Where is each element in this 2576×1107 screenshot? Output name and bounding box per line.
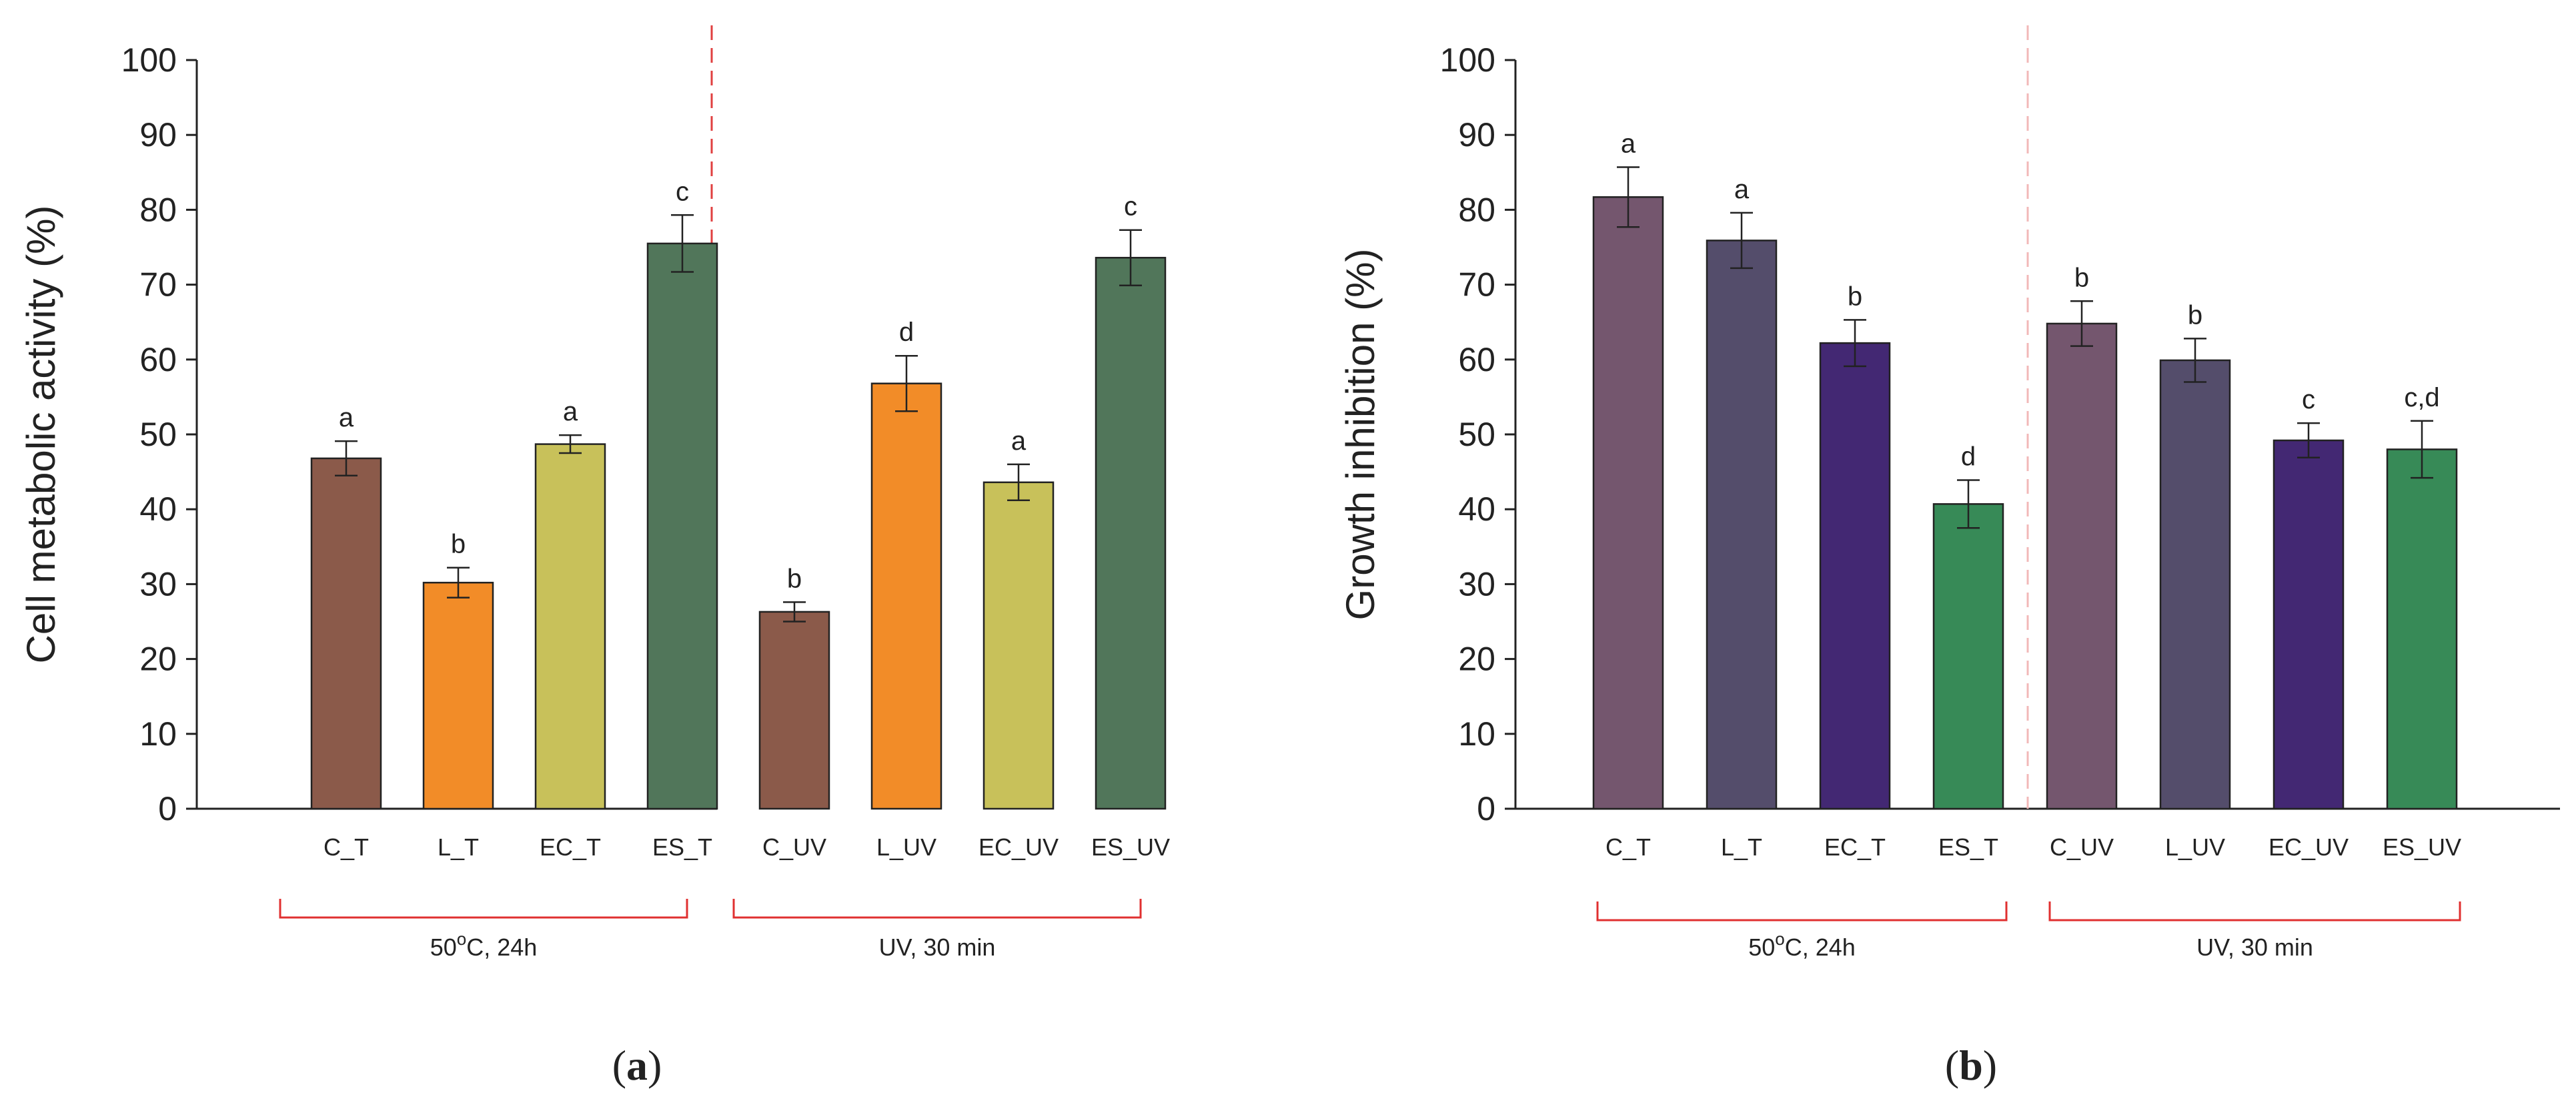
panel-label-close: ): [648, 1042, 662, 1089]
bar-ES_UV: [2386, 448, 2458, 810]
y-tick-label: 30: [139, 565, 177, 603]
bar-EC_T: [1819, 342, 1891, 810]
significance-label: d: [899, 318, 914, 347]
significance-label: d: [1961, 442, 1976, 471]
y-tick-label: 0: [158, 790, 177, 827]
group-label-unit: C, 24h: [1785, 934, 1856, 961]
group-label-value: 50: [430, 934, 457, 961]
y-tick-label: 60: [139, 341, 177, 378]
bar-ES_T: [1932, 503, 2004, 810]
y-tick-label: 40: [1458, 490, 1495, 528]
significance-label: b: [787, 564, 802, 593]
y-tick-label: 10: [139, 715, 177, 753]
y-tick-label: 100: [121, 41, 177, 79]
category-label: EC_T: [1824, 833, 1886, 861]
panel-label-open: (: [1945, 1042, 1959, 1089]
y-axis-title: Cell metabolic activity (%): [19, 206, 63, 664]
bar-ES_UV: [1095, 256, 1167, 810]
group-bracket: [279, 899, 688, 919]
group-label-value: 50: [1748, 934, 1775, 961]
y-tick-label: 90: [1458, 116, 1495, 153]
significance-label: c: [1124, 192, 1137, 222]
bar-C_T: [310, 457, 382, 810]
y-tick-label: 50: [1458, 416, 1495, 453]
significance-label: b: [2074, 263, 2089, 292]
y-tick-label: 70: [139, 266, 177, 304]
category-label: L_T: [1721, 833, 1762, 861]
significance-label: c: [676, 177, 689, 206]
significance-label: a: [1734, 175, 1750, 204]
bar-EC_UV: [2273, 439, 2345, 810]
category-label: ES_UV: [2383, 833, 2461, 861]
bar-L_T: [1706, 240, 1778, 810]
y-tick-label: 80: [1458, 191, 1495, 228]
category-label: EC_T: [540, 833, 601, 861]
group-label: UV, 30 min: [879, 934, 996, 961]
y-tick-label: 10: [1458, 715, 1495, 753]
panel-label: (a): [612, 1042, 662, 1089]
category-label: C_T: [1605, 833, 1651, 861]
group-label-unit: C, 24h: [466, 934, 537, 961]
panel-label-letter: a: [626, 1042, 648, 1089]
group-bracket: [1596, 901, 2008, 921]
bar-C_UV: [2046, 322, 2118, 810]
panel-label-close: ): [1983, 1042, 1997, 1089]
significance-label: b: [1848, 282, 1862, 311]
y-axis-title: Growth inhibition (%): [1338, 249, 1383, 621]
degree-superscript: o: [457, 929, 466, 949]
significance-label: b: [451, 530, 466, 559]
significance-label: a: [1011, 426, 1027, 456]
significance-label: a: [1621, 129, 1636, 158]
group-label: UV, 30 min: [2196, 934, 2313, 961]
group-label: 50oC, 24h: [1748, 929, 1856, 961]
significance-label: b: [2188, 300, 2202, 330]
panel-label: (b): [1945, 1042, 1997, 1089]
group-bracket: [2048, 901, 2461, 921]
category-label: C_UV: [762, 833, 826, 861]
y-tick-label: 90: [139, 116, 177, 153]
y-tick-label: 40: [139, 490, 177, 528]
bar-L_UV: [2159, 359, 2231, 810]
degree-superscript: o: [1775, 929, 1784, 949]
group-bracket: [732, 899, 1142, 919]
category-label: ES_T: [652, 833, 712, 861]
y-tick-label: 50: [139, 416, 177, 453]
category-label: C_T: [324, 833, 369, 861]
y-tick-label: 0: [1477, 790, 1495, 827]
category-label: L_T: [438, 833, 479, 861]
bar-ES_T: [646, 242, 718, 810]
y-tick-label: 20: [139, 641, 177, 678]
y-tick-label: 80: [139, 191, 177, 228]
bar-L_T: [422, 581, 494, 810]
bar-EC_UV: [983, 481, 1055, 810]
y-tick-label: 30: [1458, 565, 1495, 603]
significance-label: c,d: [2404, 383, 2439, 412]
significance-label: a: [339, 403, 354, 432]
group-label: 50oC, 24h: [430, 929, 538, 961]
y-tick-label: 60: [1458, 341, 1495, 378]
category-label: ES_UV: [1091, 833, 1170, 861]
bar-C_T: [1592, 196, 1664, 810]
category-label: EC_UV: [979, 833, 1059, 861]
panel-label-letter: b: [1959, 1042, 1983, 1089]
category-label: EC_UV: [2269, 833, 2349, 861]
y-tick-label: 70: [1458, 266, 1495, 304]
significance-label: a: [563, 397, 578, 426]
category-label: C_UV: [2050, 833, 2114, 861]
panel-b: 0 10 20 30 40 50 60 70 80 90 100 Growth inhibition …: [1338, 25, 2560, 1089]
category-label: L_UV: [876, 833, 936, 861]
bar-EC_T: [534, 443, 606, 810]
panel-label-open: (: [612, 1042, 626, 1089]
y-tick-label: 100: [1440, 41, 1495, 79]
bar-C_UV: [758, 611, 830, 810]
panel-a: 0 10 20 30 40 50 60 70 80 90 100 Cell metabolic act…: [19, 25, 1170, 1089]
significance-label: c: [2302, 385, 2315, 414]
bar-L_UV: [870, 382, 942, 810]
category-label: ES_T: [1938, 833, 1998, 861]
y-tick-label: 20: [1458, 641, 1495, 678]
category-label: L_UV: [2165, 833, 2225, 861]
